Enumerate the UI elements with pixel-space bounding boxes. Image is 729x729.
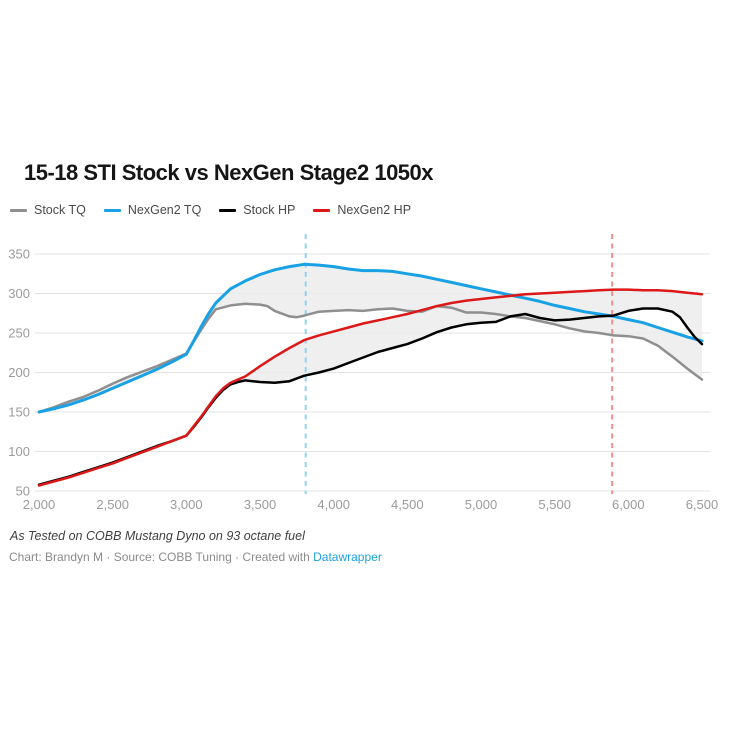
series-line-nexgen2-hp	[37, 288, 704, 487]
x-tick-label: 3,500	[244, 497, 277, 512]
legend-item-nexgen2-hp: NexGen2 HP	[313, 203, 411, 217]
legend-item-stock-hp: Stock HP	[219, 203, 295, 217]
y-tick-label: 150	[8, 405, 30, 420]
x-tick-label: 6,500	[686, 497, 719, 512]
x-tick-label: 4,500	[391, 497, 424, 512]
chart-byline: Chart: Brandyn M · Source: COBB Tuning ·…	[9, 550, 382, 564]
byline-text: Chart: Brandyn M · Source: COBB Tuning ·…	[9, 550, 314, 564]
legend-item-nexgen2-tq: NexGen2 TQ	[103, 203, 202, 217]
y-tick-label: 250	[8, 326, 30, 341]
datawrapper-link[interactable]: Datawrapper	[313, 550, 382, 564]
nexgen2-hp-line-swatch	[313, 208, 331, 212]
y-tick-label: 100	[8, 444, 30, 459]
x-tick-label: 5,500	[538, 497, 571, 512]
chart-title: 15-18 STI Stock vs NexGen Stage2 1050x	[24, 160, 434, 185]
y-tick-label: 50	[16, 484, 30, 499]
series-line-stock-tq	[37, 302, 704, 414]
x-tick-label: 5,000	[465, 497, 498, 512]
x-tick-label: 2,500	[96, 497, 129, 512]
legend-label: Stock HP	[243, 203, 296, 217]
chart-legend: Stock TQ NexGen2 TQ Stock HP NexGen2 HP	[10, 203, 411, 217]
legend-label: Stock TQ	[34, 203, 86, 217]
y-tick-label: 300	[8, 286, 30, 301]
legend-label: NexGen2 TQ	[127, 203, 202, 217]
stock-hp-line-swatch	[219, 208, 237, 212]
chart-footnote: As Tested on COBB Mustang Dyno on 93 oct…	[10, 529, 305, 543]
series-line-nexgen2-tq	[37, 262, 704, 414]
x-tick-label: 3,000	[170, 497, 203, 512]
nexgen2-tq-line-swatch	[103, 208, 121, 212]
y-tick-label: 200	[8, 365, 30, 380]
y-tick-label: 350	[8, 247, 30, 262]
x-tick-label: 6,000	[612, 497, 645, 512]
x-tick-label: 4,000	[317, 497, 350, 512]
legend-item-stock-tq: Stock TQ	[10, 203, 86, 217]
x-tick-label: 2,000	[23, 497, 56, 512]
stock-tq-line-swatch	[10, 208, 27, 212]
legend-label: NexGen2 HP	[337, 203, 412, 217]
